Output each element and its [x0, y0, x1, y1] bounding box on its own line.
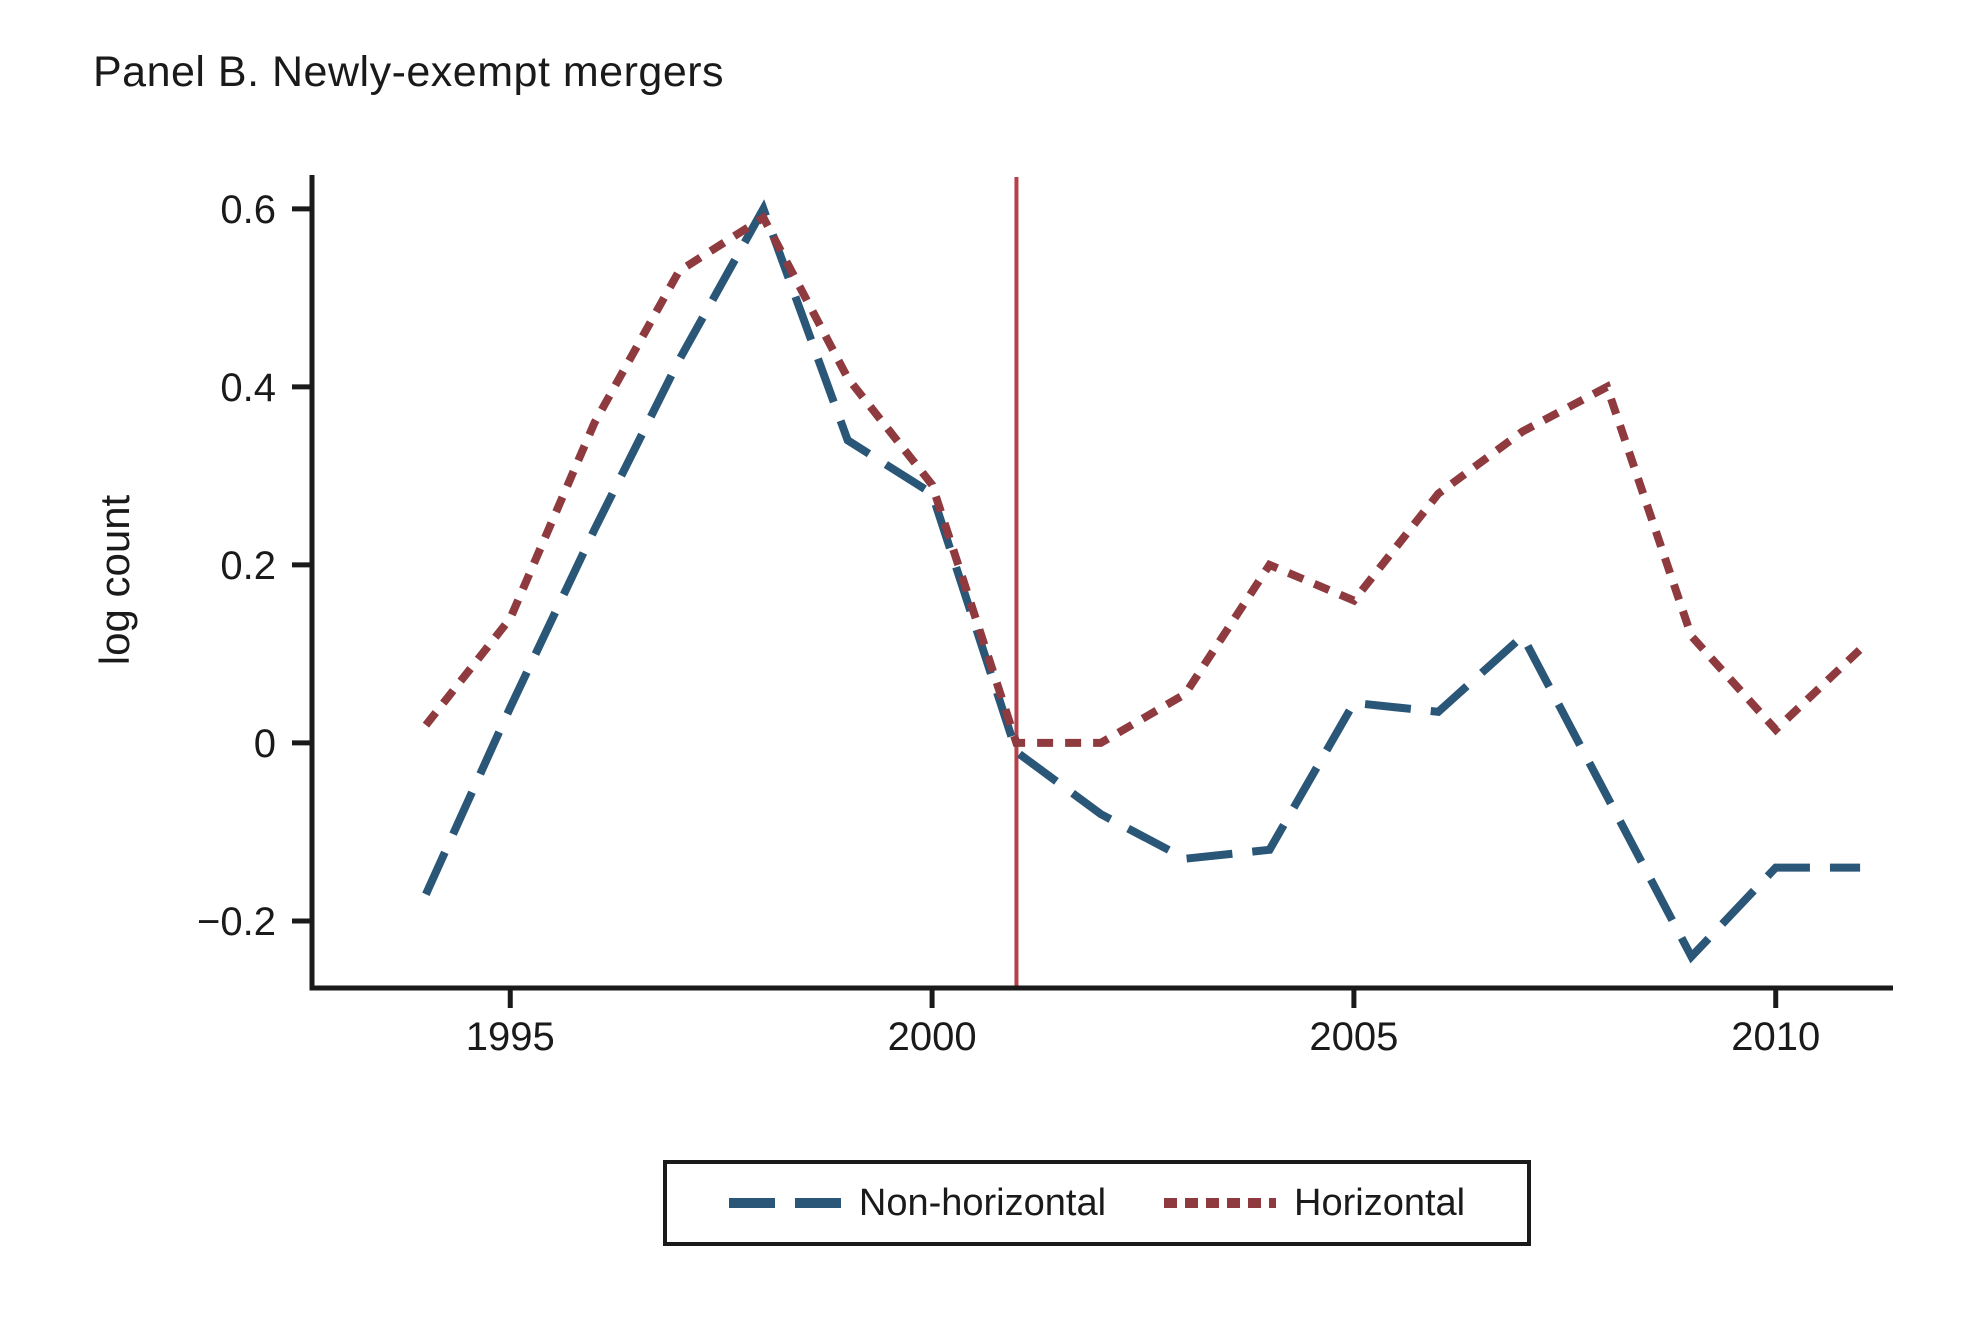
x-tick-label: 2000 [888, 1015, 977, 1059]
series-line-non-horizontal [422, 199, 1861, 964]
y-tick-label: 0.4 [220, 366, 276, 410]
y-tick-label: 0.6 [220, 188, 276, 232]
y-tick-label: 0 [254, 722, 276, 766]
chart-title: Panel B. Newly-exempt mergers [93, 48, 725, 96]
series-line-horizontal [422, 212, 1863, 747]
y-tick-label: −0.2 [197, 900, 276, 944]
legend-sample-non-horizontal-icon [728, 1198, 841, 1208]
x-tick-label: 2005 [1309, 1015, 1398, 1059]
y-tick-label: 0.2 [220, 544, 276, 588]
legend: Non-horizontal Horizontal [663, 1160, 1531, 1246]
legend-sample-horizontal-icon [1164, 1198, 1277, 1208]
x-tick-label: 2010 [1731, 1015, 1820, 1059]
x-tick-label: 1995 [466, 1015, 555, 1059]
legend-label-horizontal: Horizontal [1294, 1181, 1466, 1224]
legend-label-non-horizontal: Non-horizontal [858, 1181, 1107, 1224]
